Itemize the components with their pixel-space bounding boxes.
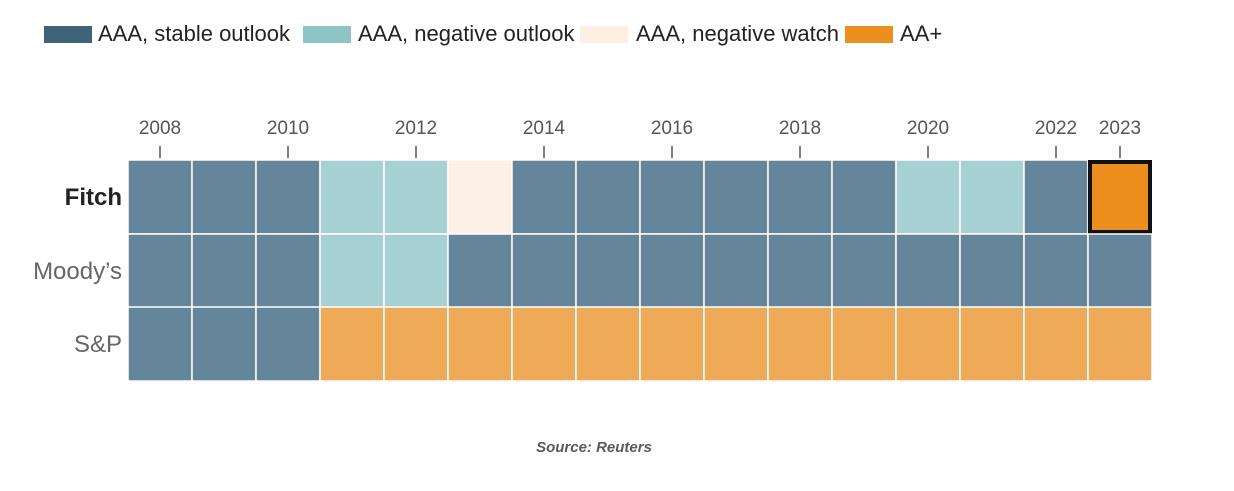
x-tick-label-2010: 2010 — [267, 118, 309, 139]
legend-swatch-aaa-negative-outlook — [303, 26, 351, 43]
cell-s-p-7-aa — [575, 306, 641, 382]
cell-moody-s-4-aaa-negative-outlook — [383, 233, 449, 309]
cell-moody-s-5-aaa-stable-outlook — [447, 233, 513, 309]
x-tick-label-2018: 2018 — [779, 118, 821, 139]
cell-moody-s-2-aaa-stable-outlook — [255, 233, 321, 309]
cell-fitch-7-aaa-stable-outlook — [575, 159, 641, 235]
cell-s-p-8-aa — [639, 306, 705, 382]
x-tick-label-2014: 2014 — [523, 118, 566, 139]
cell-s-p-2-aaa-stable-outlook — [255, 306, 321, 382]
cell-fitch-9-aaa-stable-outlook — [703, 159, 769, 235]
legend-swatch-aaa-negative-watch — [580, 26, 628, 43]
cell-s-p-5-aa — [447, 306, 513, 382]
cell-moody-s-6-aaa-stable-outlook — [511, 233, 577, 309]
cell-s-p-6-aa — [511, 306, 577, 382]
cell-s-p-0-aaa-stable-outlook — [127, 306, 193, 382]
cell-s-p-10-aa — [767, 306, 833, 382]
row-labels: Fitch Moody’s S&P — [33, 184, 122, 358]
cell-moody-s-10-aaa-stable-outlook — [767, 233, 833, 309]
source-note: Source: Reuters — [536, 439, 652, 456]
cell-fitch-12-aaa-negative-outlook — [895, 159, 961, 235]
cell-fitch-11-aaa-stable-outlook — [831, 159, 897, 235]
x-tick-label-2012: 2012 — [395, 118, 437, 139]
x-tick-label-2022: 2022 — [1035, 118, 1077, 139]
cell-fitch-2-aaa-stable-outlook — [255, 159, 321, 235]
cell-moody-s-3-aaa-negative-outlook — [319, 233, 385, 309]
cell-s-p-12-aa — [895, 306, 961, 382]
legend-swatch-aaa-stable-outlook — [44, 26, 92, 43]
cell-moody-s-1-aaa-stable-outlook — [191, 233, 257, 309]
cell-s-p-14-aa — [1023, 306, 1089, 382]
legend-swatch-aa — [845, 26, 893, 43]
cell-fitch-14-aaa-stable-outlook — [1023, 159, 1089, 235]
cell-s-p-13-aa — [959, 306, 1025, 382]
cell-moody-s-13-aaa-stable-outlook — [959, 233, 1025, 309]
cell-fitch-3-aaa-negative-outlook — [319, 159, 385, 235]
cell-fitch-4-aaa-negative-outlook — [383, 159, 449, 235]
cell-moody-s-7-aaa-stable-outlook — [575, 233, 641, 309]
x-tick-label-2023: 2023 — [1099, 118, 1141, 139]
legend-label-aa: AA+ — [900, 21, 942, 46]
cell-s-p-11-aa — [831, 306, 897, 382]
row-label-fitch: Fitch — [65, 184, 122, 211]
row-label-moody-s: Moody’s — [33, 258, 122, 285]
cell-moody-s-12-aaa-stable-outlook — [895, 233, 961, 309]
x-tick-label-2016: 2016 — [651, 118, 693, 139]
x-tick-label-2008: 2008 — [139, 118, 181, 139]
x-axis: 2008 2010 2012 2014 2016 2018 2020 2022 2023 — [139, 118, 1141, 158]
row-label-s-p: S&P — [74, 331, 122, 358]
legend: AAA, stable outlook AAA, negative outlook… — [44, 21, 942, 46]
cell-moody-s-9-aaa-stable-outlook — [703, 233, 769, 309]
cell-moody-s-8-aaa-stable-outlook — [639, 233, 705, 309]
cell-fitch-1-aaa-stable-outlook — [191, 159, 257, 235]
cell-fitch-0-aaa-stable-outlook — [127, 159, 193, 235]
cell-highlight-fitch-latest — [1088, 160, 1152, 234]
cell-fitch-10-aaa-stable-outlook — [767, 159, 833, 235]
cell-moody-s-0-aaa-stable-outlook — [127, 233, 193, 309]
cell-s-p-1-aaa-stable-outlook — [191, 306, 257, 382]
x-tick-label-2020: 2020 — [907, 118, 949, 139]
cell-s-p-4-aa — [383, 306, 449, 382]
cell-s-p-15-aa — [1087, 306, 1153, 382]
legend-label-aaa-negative-outlook: AAA, negative outlook — [358, 21, 575, 46]
cell-fitch-8-aaa-stable-outlook — [639, 159, 705, 235]
cell-s-p-9-aa — [703, 306, 769, 382]
cell-fitch-13-aaa-negative-outlook — [959, 159, 1025, 235]
cell-moody-s-11-aaa-stable-outlook — [831, 233, 897, 309]
cell-moody-s-15-aaa-stable-outlook — [1087, 233, 1153, 309]
heatmap-cells — [127, 159, 1153, 382]
legend-label-aaa-negative-watch: AAA, negative watch — [636, 21, 839, 46]
cell-s-p-3-aa — [319, 306, 385, 382]
legend-label-aaa-stable-outlook: AAA, stable outlook — [98, 21, 291, 46]
cell-fitch-6-aaa-stable-outlook — [511, 159, 577, 235]
cell-moody-s-14-aaa-stable-outlook — [1023, 233, 1089, 309]
cell-fitch-5-aaa-negative-watch — [447, 159, 513, 235]
